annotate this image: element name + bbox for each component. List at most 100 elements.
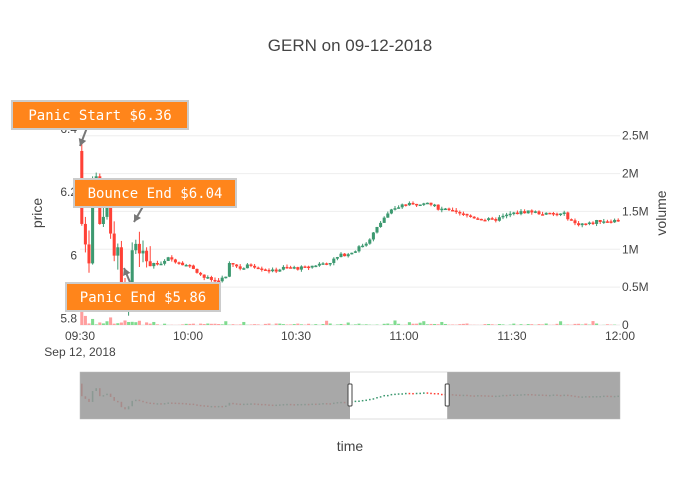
volume-bar: [94, 324, 98, 325]
candle-body: [335, 257, 339, 259]
candle-body: [418, 204, 422, 207]
volume-bar: [83, 315, 87, 325]
volume-bar: [321, 324, 325, 325]
volume-bar: [191, 323, 195, 325]
candle-body: [364, 243, 368, 246]
volume-bar: [213, 323, 217, 325]
volume-bar: [202, 323, 206, 325]
volume-bar: [152, 321, 156, 325]
annotations: Panic Start $6.36 Bounce End $6.04 Panic E…: [11, 100, 237, 312]
candle-body: [602, 221, 606, 223]
candle-body: [166, 257, 170, 261]
annotation-label: Bounce End $6.04: [88, 186, 223, 202]
candle-body: [555, 213, 559, 216]
candle-body: [577, 223, 581, 226]
volume-bar: [559, 321, 563, 325]
volume-bar: [393, 320, 397, 325]
candle-body: [263, 269, 267, 271]
candle-body: [591, 222, 595, 225]
volume-bar: [595, 323, 599, 325]
candle-body: [163, 260, 167, 264]
candle-body: [483, 219, 487, 222]
rangeslider-handle-right[interactable]: [444, 383, 450, 407]
candle-body: [530, 210, 534, 213]
rangeslider-handle-left[interactable]: [347, 383, 353, 407]
candle-body: [371, 232, 375, 240]
volume-bar: [134, 322, 138, 325]
candle-body: [112, 233, 116, 256]
volume-bar: [119, 322, 123, 325]
volume-bar: [307, 323, 311, 325]
candle-body: [605, 221, 609, 223]
candle-body: [289, 267, 293, 269]
candle-body: [609, 221, 613, 223]
candle-body: [148, 261, 152, 267]
annotation: Panic Start $6.36: [11, 100, 189, 147]
volume-bar: [314, 324, 318, 325]
candle-body: [497, 217, 501, 221]
volume-tick-label: 2.5M: [622, 129, 649, 143]
volume-bar: [87, 323, 91, 325]
rangeslider-candle: [408, 392, 411, 395]
candle-body: [458, 211, 462, 214]
candle-body: [515, 212, 519, 215]
candle-body: [343, 253, 347, 257]
candle-body: [465, 213, 469, 216]
rangeslider-candle: [401, 393, 403, 395]
volume-bar: [98, 322, 102, 325]
volume-bar: [433, 323, 437, 325]
rangeslider-candle: [358, 400, 360, 402]
candle-body: [328, 262, 332, 265]
candle-body: [397, 207, 401, 209]
volume-bar: [364, 324, 368, 325]
candle-body: [116, 247, 120, 256]
candle-body: [519, 211, 523, 215]
volume-bar: [253, 324, 257, 325]
time-axis[interactable]: 09:30 10:00 10:30 11:00 11:30 12:00: [65, 329, 635, 343]
volume-bar: [573, 323, 577, 325]
volume-bar: [112, 323, 116, 325]
candle-body: [224, 276, 228, 279]
candle-body: [242, 268, 246, 270]
candle-body: [346, 254, 350, 257]
volume-bar: [267, 323, 271, 325]
candle-body: [526, 210, 530, 214]
volume-bar: [335, 324, 339, 325]
rangeslider-candle: [372, 398, 375, 400]
volume-bar: [577, 323, 581, 325]
candle-body: [472, 216, 476, 219]
volume-bar: [217, 324, 221, 325]
candle-body: [109, 204, 113, 234]
y-axis-label-price: price: [29, 198, 45, 229]
rangeslider-candle: [419, 392, 421, 395]
x-date-label: Sep 12, 2018: [44, 345, 116, 359]
range-slider[interactable]: [79, 371, 621, 420]
x-tick-label: 12:00: [605, 329, 635, 343]
candle-body: [296, 267, 300, 270]
candle-body: [411, 202, 415, 205]
candle-body: [317, 263, 321, 266]
volume-bar: [555, 323, 559, 325]
volume-series: [80, 309, 620, 325]
annotation-label: Panic End $5.86: [80, 290, 206, 306]
x-tick-label: 11:30: [497, 329, 526, 343]
candle-body: [119, 247, 123, 286]
candle-body: [191, 265, 195, 269]
volume-bar: [526, 324, 530, 325]
candle-body: [559, 213, 563, 216]
candle-body: [235, 264, 239, 267]
volume-bar: [483, 324, 487, 325]
volume-bar: [220, 324, 224, 325]
volume-tick-label: 0.5M: [622, 280, 649, 294]
rangeslider-candle: [376, 397, 378, 399]
rangeslider-candle: [383, 394, 385, 397]
candle-body: [152, 262, 156, 267]
candle-body: [393, 208, 397, 210]
volume-bar: [541, 324, 545, 325]
volume-bar: [242, 321, 246, 325]
candle-body: [159, 263, 163, 266]
x-tick-label: 10:00: [173, 329, 203, 343]
candle-body: [314, 265, 318, 268]
candle-body: [188, 264, 192, 267]
